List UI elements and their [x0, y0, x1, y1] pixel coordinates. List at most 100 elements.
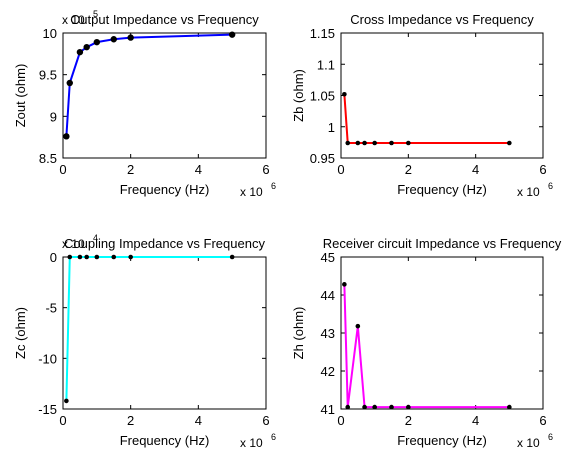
chart-title: Output Impedance vs Frequency	[70, 12, 259, 27]
data-point	[63, 133, 70, 140]
data-point	[372, 404, 377, 410]
data-point	[355, 323, 361, 329]
x-tick-label: 2	[405, 413, 412, 428]
series-line	[65, 33, 233, 137]
data-point	[342, 282, 347, 287]
x-tick-label: 2	[127, 162, 134, 177]
data-point	[406, 404, 411, 410]
y-tick-label: -15	[38, 402, 57, 417]
x-tick-label: 2	[405, 162, 412, 177]
y-tick-label: 1.1	[317, 57, 335, 72]
y-tick-label: 0.95	[310, 151, 335, 166]
data-point	[228, 31, 236, 38]
y-tick-label: 1	[328, 120, 335, 135]
data-point	[362, 140, 367, 146]
x-tick-label: 4	[472, 413, 479, 428]
data-point	[76, 48, 84, 56]
data-point	[127, 34, 134, 41]
data-point	[372, 140, 377, 146]
y-axis-label: Zh (ohm)	[291, 307, 306, 360]
x-tick-label: 6	[262, 413, 269, 428]
y-tick-label: -10	[38, 351, 57, 366]
data-point	[94, 254, 100, 260]
y-axis-label: Zb (ohm)	[291, 69, 306, 122]
subplot-3: 0 2 4 6 -15 -10 -5 0 Coupling Impedance vs Frequ…	[13, 233, 276, 450]
y-tick-label: -5	[45, 301, 57, 316]
x-multiplier-exponent: 6	[271, 432, 276, 442]
y-tick-label: 10	[43, 26, 57, 41]
subplot-1: 0 2 4 6 8.5 9 9.5 10 Output Impedance vs Frequen…	[13, 9, 276, 199]
data-point	[111, 254, 117, 260]
y-tick-label: 41	[321, 402, 335, 417]
y-axis-label: Zout (ohm)	[13, 64, 28, 128]
subplot-2: 0 2 4 6 0.95 1 1.05 1.1 1.15 Cross Impedance vs F…	[291, 12, 553, 199]
data-point	[345, 140, 351, 146]
y-tick-label: 9.5	[39, 68, 57, 83]
x-axis-label: Frequency (Hz)	[397, 433, 487, 448]
chart-title: Coupling Impedance vs Frequency	[64, 236, 265, 251]
data-point	[362, 404, 367, 410]
x-axis-label: Frequency (Hz)	[120, 433, 210, 448]
y-tick-label: 45	[321, 250, 335, 265]
y-multiplier-label: x 10	[62, 13, 85, 27]
series-line	[65, 256, 233, 401]
y-tick-label: 1.15	[310, 26, 335, 41]
data-point	[110, 36, 117, 43]
x-tick-label: 0	[337, 413, 344, 428]
series-line	[343, 284, 510, 409]
data-point	[128, 254, 133, 260]
y-tick-label: 43	[321, 326, 335, 341]
y-multiplier-label: x 10	[62, 237, 85, 251]
x-tick-label: 0	[59, 162, 66, 177]
y-multiplier-exponent: 4	[93, 233, 98, 243]
data-point	[389, 140, 394, 146]
x-multiplier-exponent: 6	[548, 181, 553, 191]
x-tick-label: 4	[195, 413, 202, 428]
data-point	[406, 140, 411, 146]
chart-title: Cross Impedance vs Frequency	[350, 12, 534, 27]
y-tick-label: 1.05	[310, 89, 335, 104]
series-line	[343, 94, 510, 144]
x-tick-label: 6	[262, 162, 269, 177]
data-point	[389, 404, 394, 410]
axes-box	[62, 256, 267, 410]
axes-box	[340, 32, 544, 159]
x-multiplier-exponent: 6	[548, 432, 553, 442]
x-axis-label: Frequency (Hz)	[120, 182, 210, 197]
data-point	[93, 38, 101, 46]
data-point	[507, 404, 512, 410]
axes-box	[62, 32, 267, 159]
data-point	[77, 254, 83, 260]
data-point	[229, 254, 235, 260]
y-tick-label: 44	[321, 288, 335, 303]
x-multiplier-exponent: 6	[271, 181, 276, 191]
x-tick-label: 4	[472, 162, 479, 177]
data-point	[67, 254, 73, 260]
y-tick-label: 42	[321, 364, 335, 379]
data-point	[84, 254, 89, 260]
y-axis-label: Zc (ohm)	[13, 307, 28, 359]
x-axis-label: Frequency (Hz)	[397, 182, 487, 197]
x-multiplier-label: x 10	[517, 185, 540, 199]
chart-title: Receiver circuit Impedance vs Frequency	[323, 236, 562, 251]
data-point	[342, 91, 347, 97]
axes-box	[340, 256, 544, 410]
x-tick-label: 0	[337, 162, 344, 177]
x-multiplier-label: x 10	[517, 436, 540, 450]
y-tick-label: 0	[50, 250, 57, 265]
y-tick-label: 9	[50, 109, 57, 124]
y-tick-label: 8.5	[39, 151, 57, 166]
x-multiplier-label: x 10	[240, 436, 263, 450]
data-point	[355, 140, 361, 146]
data-point	[83, 43, 90, 51]
x-tick-label: 0	[59, 413, 66, 428]
y-multiplier-exponent: 5	[93, 9, 98, 19]
data-point	[64, 398, 69, 404]
x-tick-label: 6	[539, 162, 546, 177]
data-point	[507, 140, 512, 146]
x-tick-label: 6	[539, 413, 546, 428]
x-tick-label: 4	[195, 162, 202, 177]
data-point	[345, 404, 351, 410]
